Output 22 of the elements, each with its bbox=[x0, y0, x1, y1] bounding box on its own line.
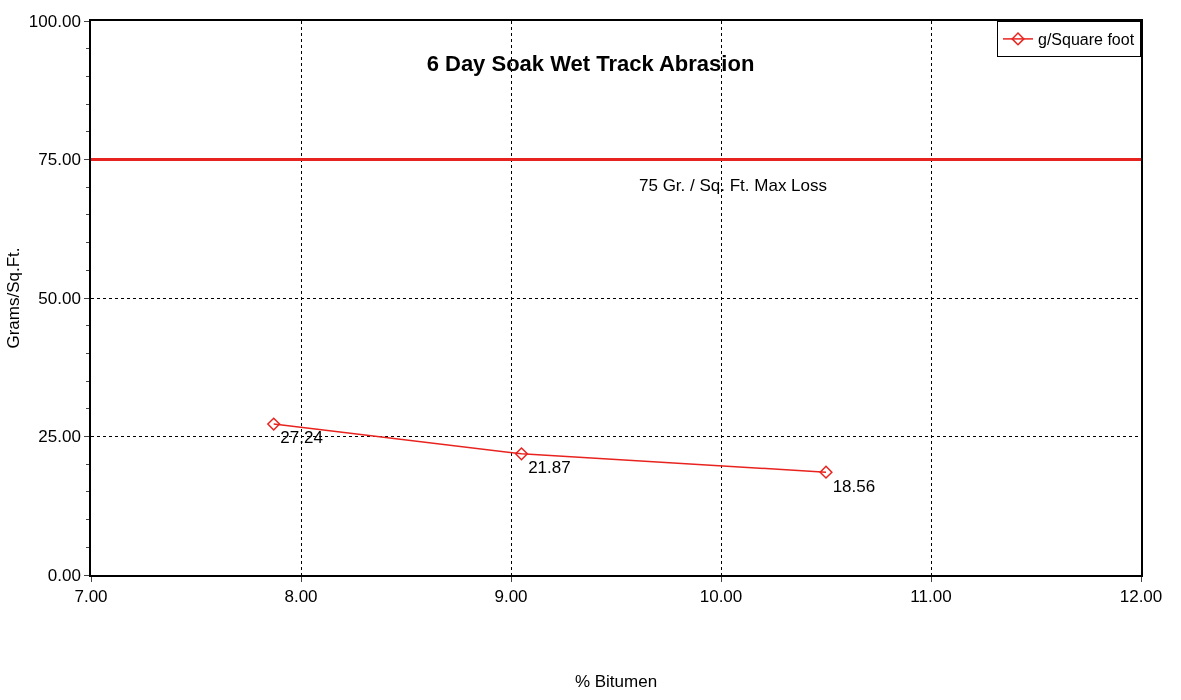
ref-line-label: 75 Gr. / Sq. Ft. Max Loss bbox=[639, 176, 828, 195]
y-tick-label: 50.00 bbox=[38, 288, 81, 308]
x-tick-label: 9.00 bbox=[494, 587, 528, 607]
data-label: 18.56 bbox=[832, 476, 876, 496]
y-tick-label: 75.00 bbox=[38, 150, 81, 170]
y-tick-label: 0.00 bbox=[47, 565, 81, 585]
x-tick-label: 7.00 bbox=[74, 587, 108, 607]
y-tick-label: 100.00 bbox=[28, 11, 81, 31]
x-tick-label: 11.00 bbox=[910, 587, 952, 607]
point bbox=[819, 465, 833, 479]
text: 6 Day Soak Wet Track Abrasion bbox=[426, 51, 755, 77]
y-axis-title: Grams/Sq.Ft. bbox=[3, 247, 23, 349]
point bbox=[267, 417, 281, 431]
x-axis-title: % Bitumen bbox=[574, 672, 658, 692]
x-tick-label: 12.00 bbox=[1119, 587, 1163, 607]
data-label: 27.24 bbox=[280, 428, 323, 448]
y-tick-label: 25.00 bbox=[38, 427, 81, 447]
legend-label: g/Square foot bbox=[1038, 31, 1135, 49]
x-tick-label: 8.00 bbox=[284, 587, 318, 607]
x-tick-label: 10.00 bbox=[699, 587, 743, 607]
point bbox=[514, 447, 529, 461]
data-label: 21.87 bbox=[528, 458, 571, 478]
